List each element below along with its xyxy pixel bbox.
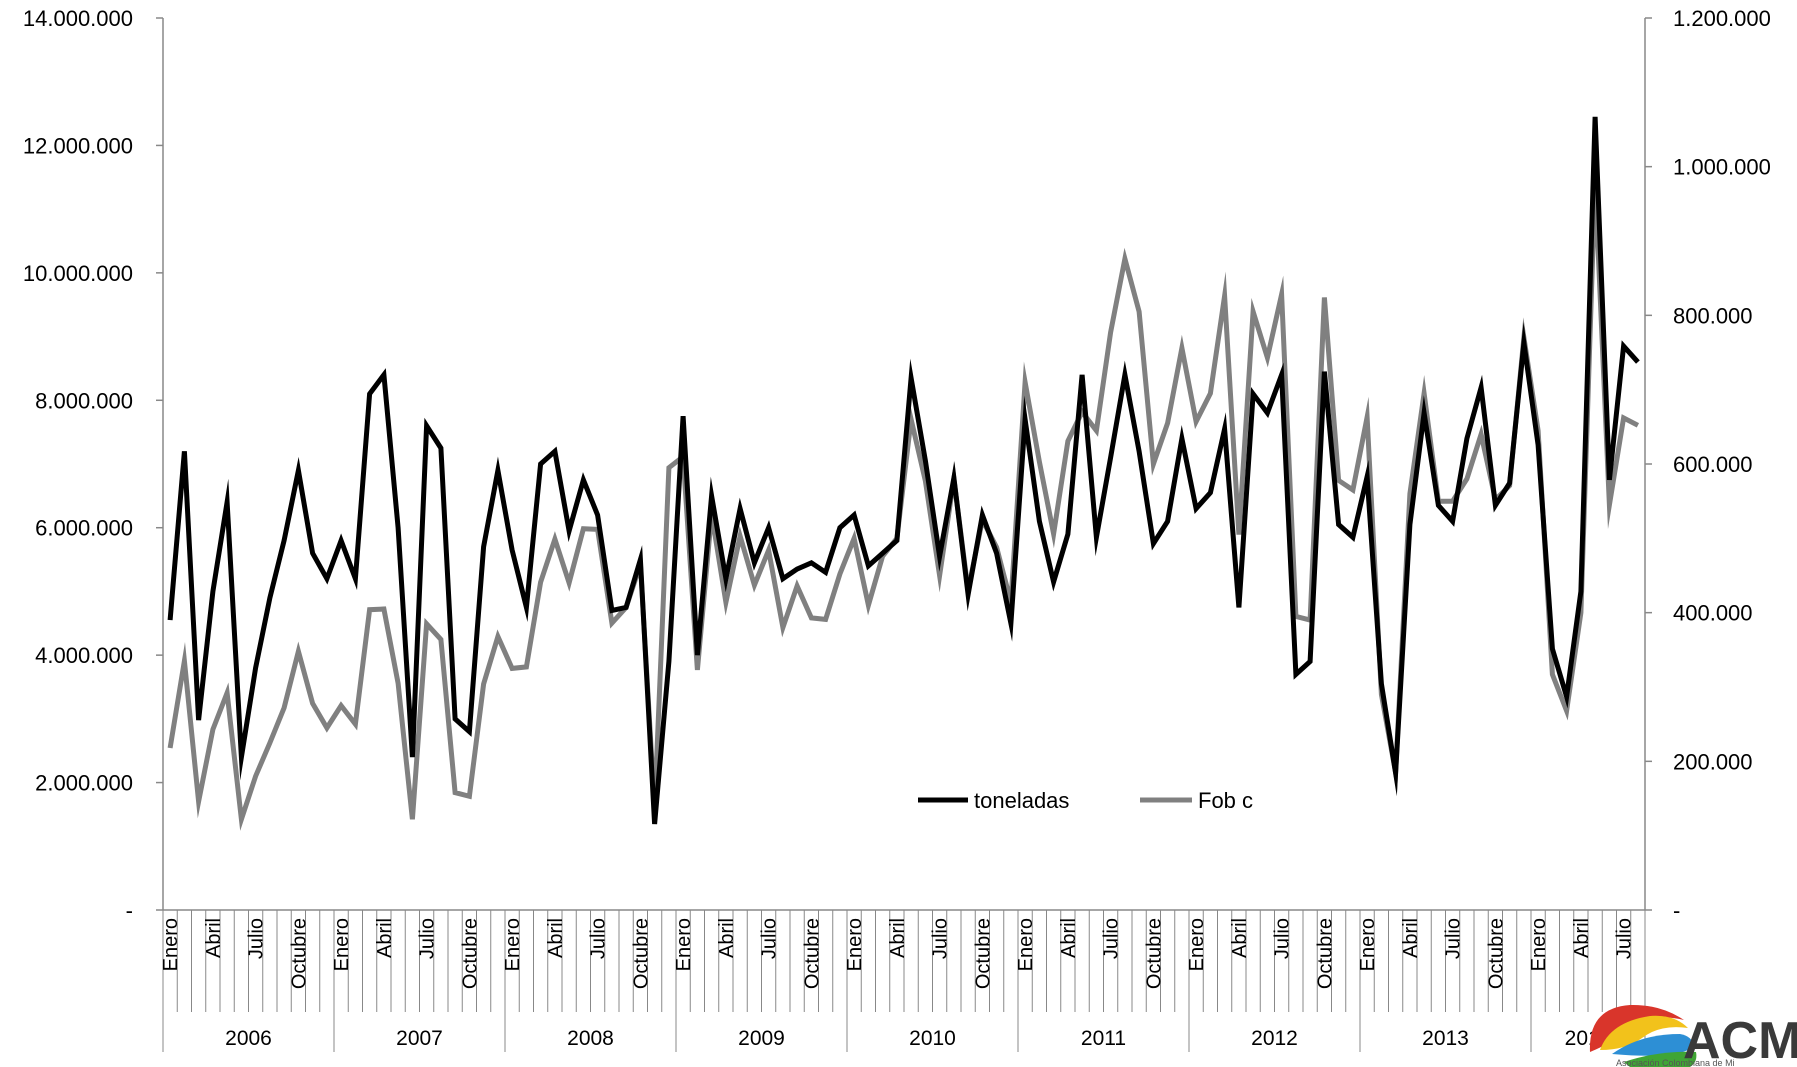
logo-subtext: Asociación Colombiana de Mi (1616, 1058, 1735, 1067)
x-month-label: Julio (759, 918, 781, 959)
left-tick-label: 8.000.000 (35, 388, 133, 413)
x-month-label: Octubre (1314, 918, 1336, 989)
right-tick-label: 400.000 (1673, 601, 1753, 626)
right-tick-label: 1.000.000 (1673, 155, 1771, 180)
x-month-label: Julio (1101, 918, 1123, 959)
x-month-label: Julio (1272, 918, 1294, 959)
x-month-label: Octubre (288, 918, 310, 989)
x-month-label: Julio (246, 918, 268, 959)
left-tick-label: 12.000.000 (23, 133, 133, 158)
legend: toneladas Fob c (918, 788, 1253, 813)
x-month-label: Julio (417, 918, 439, 959)
left-axis-ticks: - 2.000.000 4.000.000 6.000.000 8.000.000 10.… (23, 6, 163, 923)
x-month-label: Julio (930, 918, 952, 959)
logo-text: ACM (1683, 1012, 1797, 1067)
x-month-label: Octubre (1143, 918, 1165, 989)
x-month-label: Enero (1357, 918, 1379, 971)
x-year-label: 2013 (1422, 1027, 1469, 1050)
x-month-label: Enero (160, 918, 182, 971)
x-axis-ticks (162, 910, 1646, 1052)
x-axis-month-labels: Enero Abril Julio Octubre Enero Abril Julio Oct… (160, 918, 1636, 989)
logo-mark-blue (1612, 1034, 1694, 1056)
x-month-label: Abril (1229, 918, 1251, 958)
x-year-label: 2007 (396, 1027, 443, 1050)
x-year-label: 2009 (738, 1027, 785, 1050)
logo-mark-yellow (1600, 1015, 1688, 1050)
right-tick-label: 1.200.000 (1673, 6, 1771, 31)
x-axis: Enero Abril Julio Octubre Enero Abril Julio Oct… (160, 909, 1646, 1052)
left-tick-label: 2.000.000 (35, 771, 133, 796)
x-month-label: Julio (588, 918, 610, 959)
logo: ACM Asociación Colombiana de Mi (1589, 1004, 1797, 1067)
x-year-label: 2006 (225, 1027, 272, 1050)
x-month-label: Abril (374, 918, 396, 958)
x-month-label: Julio (1443, 918, 1465, 959)
series-line-fob-c (167, 181, 1640, 831)
left-tick-label: 4.000.000 (35, 643, 133, 668)
x-axis-year-labels: 2006 2007 2008 2009 2010 2011 2012 2013 2014 (225, 1027, 1612, 1050)
x-month-label: Enero (673, 918, 695, 971)
right-axis-ticks: - 200.000 400.000 600.000 800.000 1.000.000 1.… (1645, 6, 1771, 923)
right-tick-label: 200.000 (1673, 749, 1753, 774)
left-tick-label: 10.000.000 (23, 261, 133, 286)
left-tick-label: - (126, 898, 133, 923)
x-month-label: Enero (331, 918, 353, 971)
left-tick-label: 14.000.000 (23, 6, 133, 31)
x-month-label: Enero (1015, 918, 1037, 971)
logo-mark-green (1624, 1051, 1697, 1067)
x-month-label: Abril (203, 918, 225, 958)
series-line-toneladas (167, 116, 1640, 825)
x-month-label: Abril (1058, 918, 1080, 958)
x-month-label: Enero (1186, 918, 1208, 971)
x-month-label: Abril (1400, 918, 1422, 958)
legend-label-fob: Fob c (1198, 788, 1253, 813)
x-year-label: 2012 (1251, 1027, 1298, 1050)
x-month-label: Octubre (972, 918, 994, 989)
right-axis: - 200.000 400.000 600.000 800.000 1.000.000 1.… (1644, 6, 1771, 923)
x-month-label: Julio (1614, 918, 1636, 959)
series-layer (167, 116, 1640, 831)
x-month-label: Octubre (630, 918, 652, 989)
left-axis: - 2.000.000 4.000.000 6.000.000 8.000.000 10.… (23, 6, 164, 923)
left-tick-label: 6.000.000 (35, 516, 133, 541)
x-month-label: Enero (844, 918, 866, 971)
x-month-label: Enero (502, 918, 524, 971)
x-month-label: Abril (545, 918, 567, 958)
x-month-label: Octubre (1485, 918, 1507, 989)
x-month-label: Abril (716, 918, 738, 958)
x-month-label: Octubre (459, 918, 481, 989)
x-year-label: 2008 (567, 1027, 614, 1050)
x-year-label: 2010 (909, 1027, 956, 1050)
x-month-label: Abril (1571, 918, 1593, 958)
right-tick-label: 600.000 (1673, 452, 1753, 477)
x-month-label: Enero (1528, 918, 1550, 971)
x-month-label: Octubre (801, 918, 823, 989)
x-year-label: 2011 (1081, 1027, 1126, 1050)
right-tick-label: - (1673, 898, 1680, 923)
x-month-label: Abril (887, 918, 909, 958)
right-tick-label: 800.000 (1673, 303, 1753, 328)
legend-label-toneladas: toneladas (974, 788, 1069, 813)
